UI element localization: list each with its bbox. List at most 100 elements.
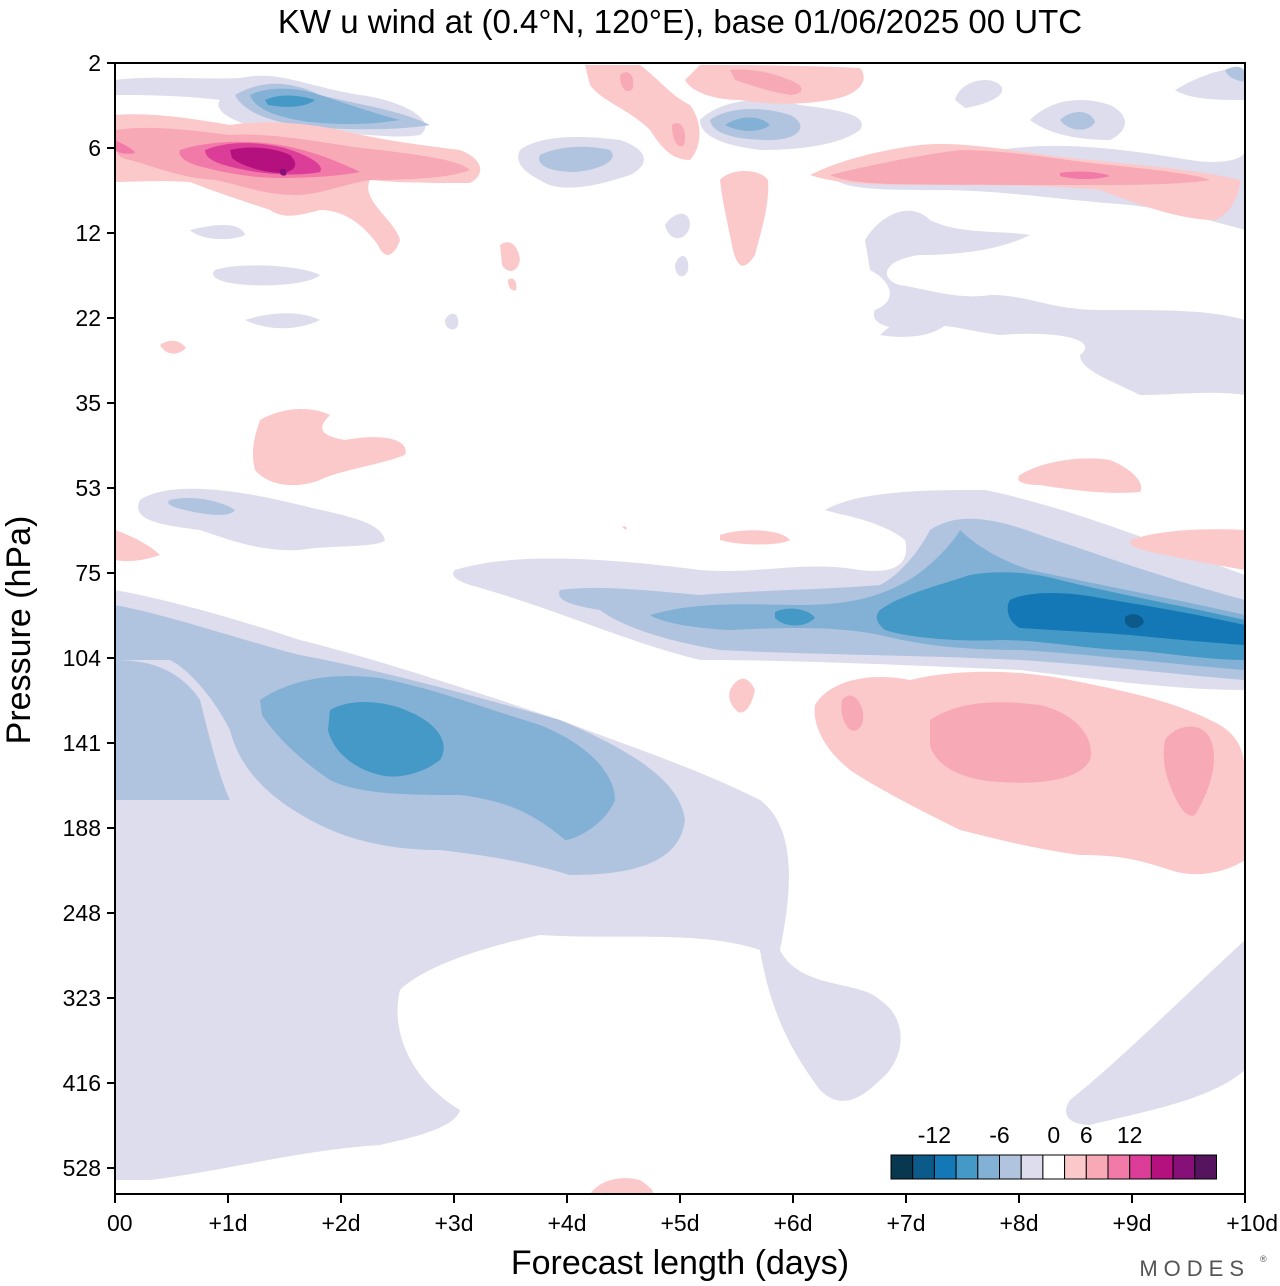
contour-lightblue-strat-mid-1: [539, 146, 613, 172]
x-tick-label: +7d: [886, 1210, 925, 1236]
colorbar-label: -6: [989, 1122, 1009, 1148]
y-tick-label: 6: [88, 135, 101, 161]
contour-lavender-strat-left-3: [213, 265, 320, 286]
contour-pink-22-left: [160, 340, 186, 354]
colorbar-label: -12: [918, 1122, 951, 1148]
x-tick-label: +2d: [321, 1210, 360, 1236]
contour-pink2-strat-top-mid-2: [672, 122, 686, 147]
colorbar-swatch: [1020, 1154, 1044, 1180]
colorbar-swatch: [1107, 1154, 1131, 1180]
contour-lightblue-strat-right-2: [1225, 66, 1245, 82]
contour-level-plus-12: [230, 147, 296, 173]
contour-pink-strat-mid-1: [720, 171, 769, 266]
colorbar-swatch: [890, 1154, 914, 1180]
y-tick-label: 323: [63, 985, 101, 1011]
colorbar-label: 6: [1080, 1122, 1093, 1148]
contour-lavender-strat-right-1: [865, 210, 1245, 395]
contour-deeppink-strat-right: [1060, 171, 1110, 179]
colorbar-swatch: [1172, 1154, 1196, 1180]
contour-lavender-bottom-right: [1066, 940, 1245, 1125]
colorbar-label: 0: [1047, 1122, 1060, 1148]
colorbar-swatch: [912, 1154, 935, 1180]
x-tick-label: +9d: [1112, 1210, 1151, 1236]
x-tick-label: +3d: [434, 1210, 473, 1236]
y-tick-label: 188: [63, 815, 101, 841]
y-tick-label: 53: [75, 475, 101, 501]
y-tick-label: 75: [75, 560, 101, 586]
colorbar-labels: -12 -6 0 6 12: [918, 1122, 1143, 1148]
x-axis-title: Forecast length (days): [511, 1244, 849, 1282]
colorbar: -12 -6 0 6 12: [890, 1122, 1218, 1180]
registered-mark: ®: [1260, 1254, 1267, 1264]
colorbar-swatch: [1194, 1154, 1218, 1180]
contour-lavender-strat-right-4: [955, 80, 1003, 108]
x-tick-label: +8d: [999, 1210, 1038, 1236]
y-tick-label: 12: [75, 220, 101, 246]
brand-logo: MODES: [1139, 1256, 1250, 1281]
colorbar-swatch: [1085, 1154, 1109, 1180]
contour-pink-strat-top-mid: [585, 65, 700, 160]
contour-lightblue-strat-right-1: [1060, 112, 1095, 130]
contour-pink2-strat-right: [830, 150, 1210, 185]
y-tick-label: 416: [63, 1070, 101, 1096]
colorbar-label: 12: [1117, 1122, 1143, 1148]
contour-blue-strat-left: [265, 95, 315, 107]
colorbar-swatch: [1150, 1154, 1174, 1180]
contour-lightblue-53-left: [168, 498, 235, 515]
contour-pink-53-small: [622, 526, 627, 530]
contour-pink2-strat-top-mid-1: [620, 72, 634, 92]
colorbar-swatch: [955, 1154, 979, 1180]
contour-midblue-strat-mid: [725, 117, 770, 131]
contour-lavender-53-left: [138, 488, 385, 551]
contour-darkest-blue-core: [1125, 614, 1144, 628]
x-tick-group: 00 +1d +2d +3d +4d +5d +6d +7d +8d +9d +10d: [107, 1194, 1278, 1236]
contour-blue-lower: [328, 701, 444, 777]
colorbar-swatch: [933, 1154, 957, 1180]
contour-pink-bottom: [590, 1178, 653, 1194]
contour-lavender-strat-right-5: [1175, 68, 1245, 100]
y-axis-title: Pressure (hPa): [0, 516, 38, 745]
contour-level-minus-15: [1125, 614, 1144, 628]
contour-blue-75-small: [775, 608, 815, 626]
contour-pink-53-right: [1018, 458, 1142, 493]
x-tick-label: +5d: [660, 1210, 699, 1236]
contour-pink2-strat-top-right: [730, 69, 802, 95]
contour-pink-strat-mid-2: [500, 242, 520, 272]
contour-lavender-strat-mid-4: [675, 255, 689, 277]
contour-fills: [115, 65, 1245, 1194]
y-tick-label: 141: [63, 730, 101, 756]
y-axis: 2 6 12 22 35 53 75 104 141 188 248 323 416 528 Pressu…: [0, 50, 116, 1194]
colorbar-swatch: [999, 1154, 1022, 1180]
chart-title: KW u wind at (0.4°N, 120°E), base 01/06/…: [278, 3, 1082, 40]
contour-lavender-strat-mid-3: [665, 213, 690, 239]
contour-pink-strat-mid-3: [508, 278, 517, 291]
colorbar-swatch: [977, 1154, 1000, 1180]
contour-pink2-141-right-2: [1163, 726, 1215, 816]
y-tick-label: 22: [75, 305, 101, 331]
x-tick-label: +4d: [547, 1210, 586, 1236]
contour-pink2-141-right-3: [841, 695, 864, 731]
x-tick-label: 00: [107, 1210, 133, 1236]
colorbar-swatch: [1064, 1154, 1087, 1180]
x-tick-label: +6d: [773, 1210, 812, 1236]
contour-pink-35-left: [252, 408, 406, 486]
contour-lavender-strat-left-4: [245, 313, 320, 329]
colorbar-swatches: [890, 1154, 1218, 1180]
y-tick-label: 528: [63, 1155, 101, 1181]
contour-pink-75-mid: [720, 530, 790, 545]
colorbar-swatch: [1129, 1154, 1152, 1180]
y-tick-label: 248: [63, 900, 101, 926]
contour-lightblue-lower-left: [115, 660, 230, 800]
x-tick-label: +10d: [1226, 1210, 1278, 1236]
contour-lavender-strat-left-2: [190, 225, 245, 240]
colorbar-swatch: [1042, 1154, 1066, 1180]
y-tick-label: 35: [75, 390, 101, 416]
contour-pink-75-left: [115, 530, 160, 562]
contour-deeppink-strat-far-left: [115, 140, 135, 154]
y-tick-group: 2 6 12 22 35 53 75 104 141 188 248 323 416 528: [63, 50, 115, 1181]
contour-darkmagenta-strat-left: [230, 147, 296, 173]
y-tick-label: 104: [63, 645, 102, 671]
plot-area: [114, 62, 1246, 1195]
contour-lavender-strat-right-6: [880, 315, 950, 337]
